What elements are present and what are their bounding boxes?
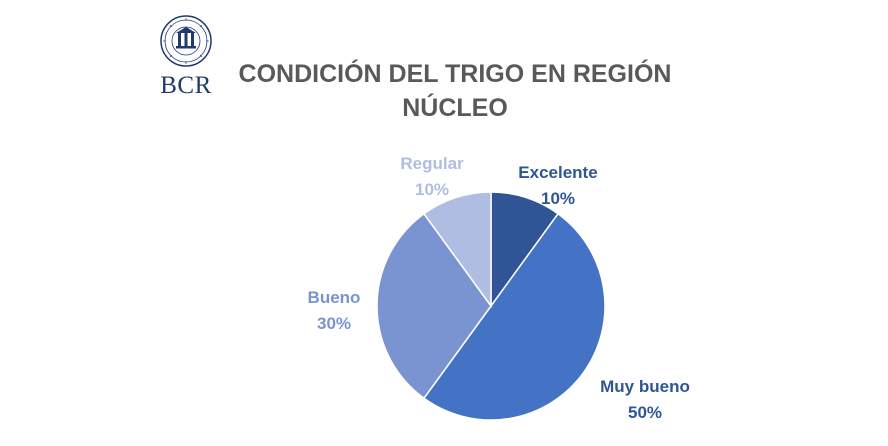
slice-value-muy-bueno: 50%	[628, 403, 662, 422]
chart-title-line-2: NÚCLEO	[402, 94, 508, 122]
slice-label-regular: Regular	[400, 154, 464, 173]
slice-value-regular: 10%	[415, 180, 449, 199]
pie-slice-regular	[422, 191, 492, 309]
slice-value-bueno: 30%	[317, 314, 351, 333]
slice-label-excelente: Excelente	[518, 163, 597, 182]
slice-value-excelente: 10%	[541, 189, 575, 208]
bcr-seal-icon	[160, 15, 212, 67]
slice-label-muy-bueno: Muy bueno	[600, 377, 690, 396]
logo-text: BCR	[160, 72, 212, 99]
chart-title-line-1: CONDICIÓN DEL TRIGO EN REGIÓN	[238, 60, 672, 88]
bcr-logo: BCR	[155, 12, 217, 99]
pie-slice-bueno	[376, 212, 492, 400]
pie-slice-muy-bueno	[422, 212, 606, 421]
chart-title: CONDICIÓN DEL TRIGO EN REGIÓN NÚCLEO	[220, 57, 690, 125]
slice-label-bueno: Bueno	[308, 288, 361, 307]
pie-slices	[376, 191, 606, 421]
pie-slice-excelente	[490, 191, 560, 309]
pie-labels: Excelente 10% Muy bueno 50% Bueno 30% Regular 1…	[308, 154, 690, 422]
